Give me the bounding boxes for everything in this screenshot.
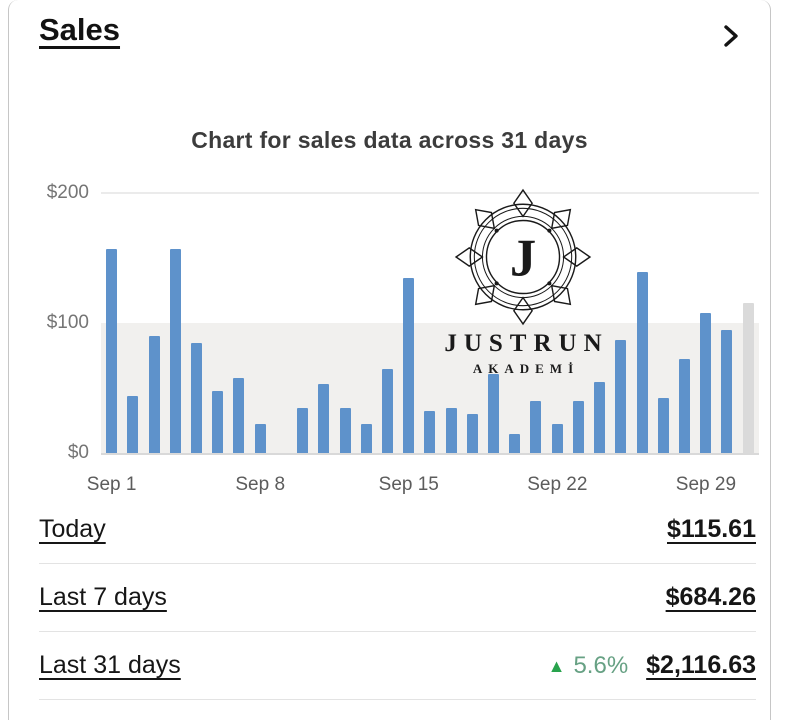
sales-bar[interactable]: [509, 433, 521, 453]
trend-up-icon: ▲: [547, 655, 566, 676]
sales-bar[interactable]: [636, 272, 648, 453]
sales-bar-today[interactable]: [742, 302, 754, 453]
sales-bar[interactable]: [424, 411, 436, 453]
bar-slot: [377, 193, 398, 453]
x-axis-label: Sep 1: [86, 474, 137, 495]
gridline-200: [101, 192, 759, 194]
sales-bar[interactable]: [679, 359, 691, 453]
bar-slot: [143, 193, 164, 453]
sales-bar[interactable]: [190, 342, 202, 453]
bar-slot: [122, 193, 143, 453]
chart-title: Chart for sales data across 31 days: [191, 127, 588, 153]
sales-bar[interactable]: [381, 368, 393, 453]
sales-bar[interactable]: [572, 401, 584, 453]
bar-slot: [165, 193, 186, 453]
sales-bar[interactable]: [700, 312, 712, 453]
bar-slot: [568, 193, 589, 453]
bar-slot: [292, 193, 313, 453]
bar-slot: [207, 193, 228, 453]
today-value-link[interactable]: $115.61: [667, 515, 756, 543]
sales-bar[interactable]: [318, 384, 330, 453]
x-axis-label: Sep 29: [675, 474, 737, 495]
sales-bar[interactable]: [466, 414, 478, 453]
today-link[interactable]: Today: [39, 515, 106, 543]
x-axis-label: Sep 22: [527, 474, 588, 495]
sales-bar[interactable]: [551, 424, 563, 453]
sales-bar[interactable]: [488, 373, 500, 453]
bar-slot: [525, 193, 546, 453]
sales-bar[interactable]: [339, 407, 351, 453]
sales-bar[interactable]: [297, 407, 309, 453]
y-axis-label: $0: [67, 442, 89, 463]
bar-slot: [610, 193, 631, 453]
bar-slot: [398, 193, 419, 453]
bar-slot: [101, 193, 122, 453]
bar-slot: [674, 193, 695, 453]
sales-bar[interactable]: [212, 390, 224, 453]
x-axis-label: Sep 8: [235, 474, 286, 495]
summary-row-last-31-days: Last 31 days ▲ 5.6% $2,116.63: [39, 632, 756, 700]
x-axis-labels: Sep 1 Sep 8 Sep 15 Sep 22 Sep 29: [87, 474, 759, 498]
sales-bar[interactable]: [169, 248, 181, 453]
last-7-days-link[interactable]: Last 7 days: [39, 583, 167, 611]
sales-bar[interactable]: [360, 424, 372, 453]
bar-slot: [441, 193, 462, 453]
bar-slot: [228, 193, 249, 453]
bar-slot: [313, 193, 334, 453]
last-31-days-link[interactable]: Last 31 days: [39, 651, 181, 679]
last-31-days-value-link[interactable]: $2,116.63: [646, 651, 756, 679]
bars-container: [101, 193, 759, 453]
sales-widget-card: Sales Chart for sales data across 31 day…: [8, 0, 771, 720]
bar-slot: [356, 193, 377, 453]
bar-slot: [419, 193, 440, 453]
bar-slot: [271, 193, 292, 453]
sales-bar-chart: $200 $100 $0: [47, 182, 759, 463]
sales-title-link[interactable]: Sales: [39, 12, 121, 47]
last-7-days-value-link[interactable]: $684.26: [665, 583, 756, 611]
sales-bar[interactable]: [148, 336, 160, 453]
y-axis-label: $200: [46, 182, 89, 203]
sales-bar[interactable]: [615, 339, 627, 453]
bar-slot: [738, 193, 759, 453]
x-axis-line: [101, 453, 759, 455]
sales-bar[interactable]: [657, 398, 669, 453]
bar-slot: [695, 193, 716, 453]
summary-rows: Today $115.61 Last 7 days $684.26 Last 3…: [39, 496, 756, 700]
sales-bar[interactable]: [233, 377, 245, 453]
trend-percent: 5.6%: [573, 651, 629, 679]
sales-bar[interactable]: [254, 424, 266, 453]
bar-slot: [483, 193, 504, 453]
y-axis-label: $100: [46, 312, 89, 333]
sales-bar[interactable]: [445, 407, 457, 453]
sales-bar[interactable]: [403, 277, 415, 453]
trend-indicator: ▲ 5.6%: [548, 652, 629, 680]
bar-slot: [547, 193, 568, 453]
bar-slot: [504, 193, 525, 453]
bar-slot: [334, 193, 355, 453]
sales-bar[interactable]: [127, 395, 139, 453]
sales-bar[interactable]: [106, 248, 118, 453]
bar-slot: [716, 193, 737, 453]
bar-slot: [589, 193, 610, 453]
sales-detail-button[interactable]: [710, 16, 750, 56]
bar-slot: [250, 193, 271, 453]
x-axis-label: Sep 15: [378, 474, 439, 495]
bar-slot: [653, 193, 674, 453]
summary-row-today: Today $115.61: [39, 496, 756, 564]
chevron-right-icon: [724, 25, 738, 47]
sales-bar[interactable]: [530, 401, 542, 453]
bar-slot: [631, 193, 652, 453]
bar-slot: [462, 193, 483, 453]
summary-row-last-7-days: Last 7 days $684.26: [39, 564, 756, 632]
bar-slot: [186, 193, 207, 453]
sales-bar[interactable]: [721, 329, 733, 453]
sales-bar[interactable]: [594, 381, 606, 453]
